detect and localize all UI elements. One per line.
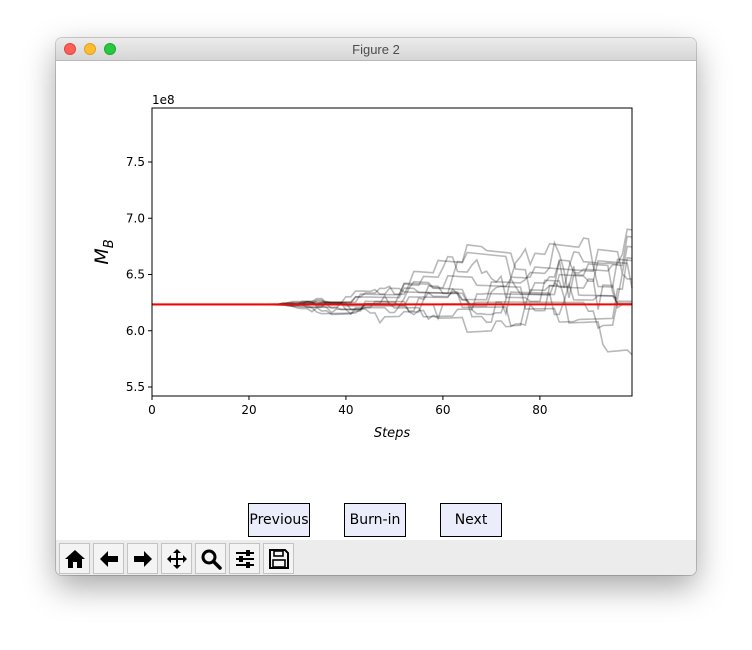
- y-axis-ticks: 5.5 6.0 6.5 7.0 7.5: [126, 155, 152, 394]
- trace-plot: 0 20 40 60 80 5.5 6.0 6.5 7.0 7.5 1e8 Steps MB: [91, 93, 633, 441]
- zoom-icon: [201, 549, 222, 570]
- y-tick-label: 5.5: [126, 380, 145, 394]
- axes-frame: [151, 107, 633, 397]
- previous-button[interactable]: Previous: [248, 503, 310, 537]
- next-button[interactable]: Next: [440, 503, 502, 537]
- home-button[interactable]: [59, 543, 90, 574]
- x-tick-label: 80: [532, 403, 547, 417]
- y-tick-label: 6.0: [126, 324, 145, 338]
- save-icon: [268, 548, 289, 569]
- y-offset-label: 1e8: [152, 93, 175, 107]
- back-button[interactable]: [93, 543, 124, 574]
- x-tick-label: 0: [148, 403, 156, 417]
- forward-button[interactable]: [127, 543, 158, 574]
- minimize-window-button[interactable]: [84, 43, 96, 55]
- save-button[interactable]: [263, 543, 294, 574]
- pan-button[interactable]: [161, 543, 192, 574]
- home-icon: [64, 549, 85, 568]
- x-tick-label: 60: [435, 403, 450, 417]
- x-axis-label: Steps: [374, 426, 411, 441]
- x-tick-label: 40: [338, 403, 353, 417]
- forward-icon: [133, 550, 152, 567]
- close-window-button[interactable]: [64, 43, 76, 55]
- zoom-button[interactable]: [195, 543, 226, 574]
- navigation-toolbar: [56, 540, 696, 575]
- x-axis-ticks: 0 20 40 60 80: [148, 396, 548, 417]
- configure-subplots-icon: [235, 549, 254, 568]
- x-tick-label: 20: [241, 403, 256, 417]
- y-tick-label: 7.5: [126, 155, 145, 169]
- pan-icon: [166, 548, 187, 569]
- figure-window: Figure 2 0 20 40 60 80 5.5 6.0 6.5 7.0 7.5 1e8 S…: [56, 38, 696, 575]
- zoom-window-button[interactable]: [104, 43, 116, 55]
- walker-traces: [152, 228, 633, 356]
- walker-trace: [152, 228, 633, 312]
- figure-canvas: 0 20 40 60 80 5.5 6.0 6.5 7.0 7.5 1e8 Steps MB P…: [56, 61, 696, 540]
- y-tick-label: 7.0: [126, 211, 145, 225]
- y-tick-label: 6.5: [126, 268, 145, 282]
- back-icon: [99, 550, 118, 567]
- configure-subplots-button[interactable]: [229, 543, 260, 574]
- y-axis-label: MB: [91, 239, 117, 264]
- title-bar: Figure 2: [56, 38, 696, 61]
- window-title: Figure 2: [352, 42, 400, 57]
- burn-in-button[interactable]: Burn-in: [344, 503, 406, 537]
